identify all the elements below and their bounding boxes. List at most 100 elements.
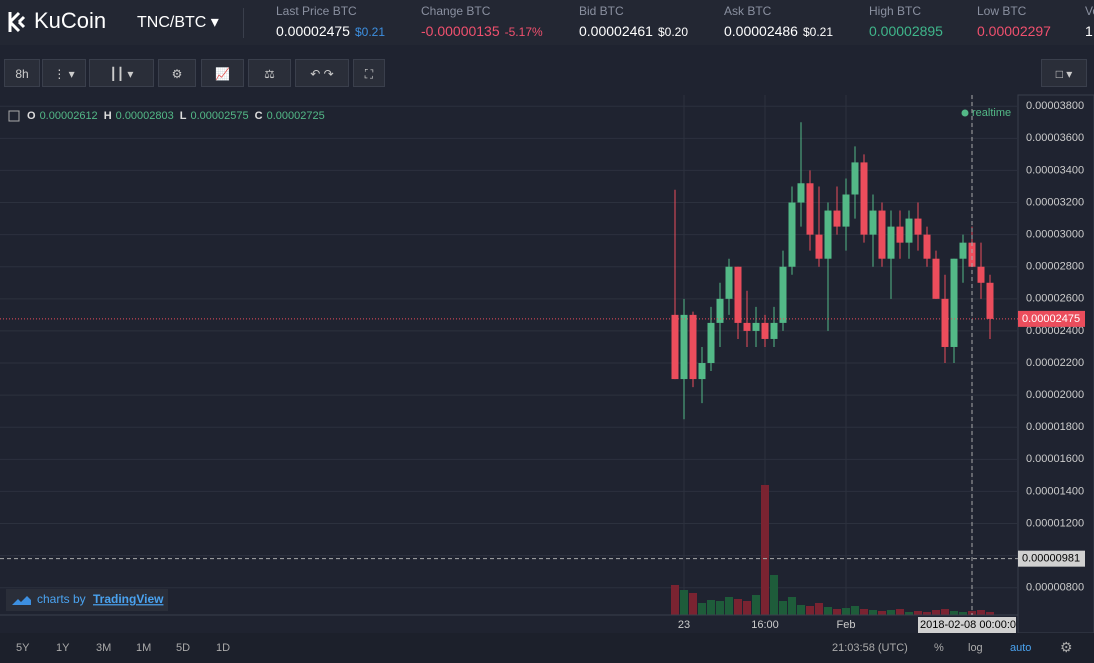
interval-button[interactable]: 8h [4, 59, 40, 87]
y-tick-label: 0.00003400 [1026, 164, 1084, 176]
footer-settings[interactable]: ⚙ [1060, 639, 1073, 655]
candle-body [887, 226, 895, 259]
stat-number: 0.00002297 [977, 23, 1051, 39]
range-button[interactable]: 1Y [56, 642, 70, 654]
interval-menu[interactable]: ⋮ ▾ [42, 59, 86, 87]
candle-body [698, 363, 706, 380]
compare[interactable]: ⚖ [248, 59, 291, 87]
stat-value: 0.00002461 $0.20 [579, 23, 688, 39]
candle-body [860, 162, 868, 235]
volume-bar [707, 600, 715, 615]
percent-toggle[interactable]: % [934, 642, 944, 654]
logo-icon [8, 11, 26, 33]
crosshair-tag [1018, 550, 1085, 567]
legend-toggle [8, 110, 20, 122]
toolbar: 8h ⋮ ▾ ┃┃ ▾ ⚙ 📈 ⚖ ↶ ↷ ⛶ □ ▾ [0, 55, 1094, 95]
volume-bar [959, 612, 967, 615]
candle-body [977, 266, 985, 283]
volume-bar [806, 606, 814, 615]
stat-number: 0.00002461 [579, 23, 653, 39]
chart-style[interactable]: ┃┃ ▾ [89, 59, 154, 87]
stat: Ask BTC 0.00002486 $0.21 [724, 4, 833, 39]
fullscreen[interactable]: ⛶ [353, 59, 385, 87]
y-tick-label: 0.00001800 [1026, 421, 1084, 433]
candle-body [878, 210, 886, 259]
realtime-label: realtime [972, 107, 1011, 119]
volume-bar [887, 610, 895, 615]
log-toggle[interactable]: log [968, 642, 983, 654]
volume-bar [779, 601, 787, 615]
candle-body [716, 298, 724, 323]
volume-bar [752, 595, 760, 615]
stat-label: Last Price BTC [276, 4, 357, 18]
candle-body [689, 314, 697, 380]
stat-value: 1 [1085, 23, 1094, 39]
range-button[interactable]: 1D [216, 642, 231, 654]
last-price-label: 0.00002475 [1022, 313, 1080, 325]
range-button[interactable]: 5Y [16, 642, 30, 654]
candle-body [671, 314, 679, 380]
volume-bar [914, 611, 922, 615]
header: KuCoin TNC/BTC ▾ Last Price BTC 0.0000247… [0, 0, 1094, 45]
volume-bar [689, 593, 697, 615]
volume-bar [941, 609, 949, 615]
candle-body [941, 298, 949, 347]
pair-selector[interactable]: TNC/BTC ▾ [137, 14, 219, 31]
stat-value: 0.00002895 [869, 23, 943, 39]
stat-sub: $0.21 [354, 25, 385, 39]
range-button[interactable]: 1M [136, 642, 152, 654]
y-tick-label: 0.00002400 [1026, 325, 1084, 337]
y-tick-label: 0.00003200 [1026, 196, 1084, 208]
candle-body [869, 210, 877, 235]
y-tick-label: 0.00002600 [1026, 293, 1084, 305]
range-button[interactable]: 3M [96, 642, 112, 654]
stat-number: 0.00002475 [276, 23, 350, 39]
layout-menu[interactable]: □ ▾ [1041, 59, 1087, 87]
y-tick-label: 0.00002000 [1026, 389, 1084, 401]
stat-label: Ask BTC [724, 4, 772, 18]
auto-toggle[interactable]: auto [1010, 642, 1032, 654]
volume-bar [833, 609, 841, 615]
stat-label: Change BTC [421, 4, 491, 18]
volume-bar [905, 612, 913, 615]
tv-logo [12, 596, 31, 605]
legend-key: C [255, 110, 263, 122]
stat-sub: $0.21 [802, 25, 833, 39]
legend-value: 0.00002575 [191, 110, 249, 122]
volume-bar [896, 609, 904, 615]
candle-body [950, 258, 958, 347]
volume-bar [878, 611, 886, 615]
legend-key: O [27, 110, 36, 122]
range-button[interactable]: 5D [176, 642, 191, 654]
volume-bar [842, 608, 850, 615]
attribution-prefix: charts by [37, 592, 86, 606]
crosshair-date-tag [918, 617, 1016, 633]
stat-sub: $0.20 [657, 25, 688, 39]
crosshair-label: 0.00000981 [1022, 553, 1080, 565]
price-axis [1017, 94, 1094, 634]
stat-value: 0.00002486 $0.21 [724, 23, 833, 39]
stat-label: Low BTC [977, 4, 1027, 18]
stat-number: 0.00002895 [869, 23, 943, 39]
indicators[interactable]: 📈 [201, 59, 244, 87]
volume-bar [680, 590, 688, 615]
candle-body [779, 266, 787, 323]
stat-sub: -5.17% [504, 25, 543, 39]
pair: TNC/BTC [137, 14, 207, 31]
plot-bg [0, 95, 1094, 633]
realtime-dot [961, 109, 969, 117]
y-tick-label: 0.00001600 [1026, 453, 1084, 465]
volume-bar [671, 585, 679, 615]
settings[interactable]: ⚙ [158, 59, 196, 87]
volume-bar [734, 599, 742, 615]
time: 21:03:58 (UTC) [832, 642, 908, 654]
legend-key: H [104, 110, 112, 122]
volume-bar [725, 597, 733, 615]
attribution-bg [6, 589, 168, 611]
stat-number: 1 [1085, 23, 1093, 39]
candle-body [986, 282, 994, 319]
stat-value: 0.00002297 [977, 23, 1051, 39]
last-price-tag [1018, 310, 1085, 327]
undo-redo[interactable]: ↶ ↷ [295, 59, 349, 87]
